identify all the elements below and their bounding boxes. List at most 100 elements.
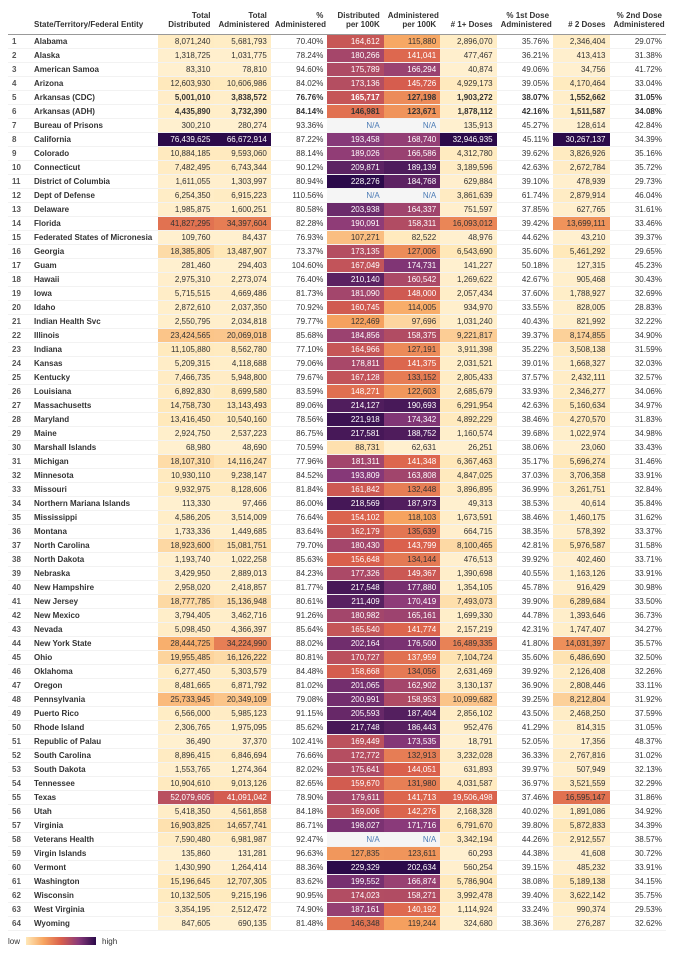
cell-dp: 221,918 [327, 412, 383, 426]
cell-dp: 173,136 [327, 76, 383, 90]
cell-dp: 127,835 [327, 846, 383, 860]
cell-d2: 8,174,855 [553, 328, 609, 342]
cell-idx: 50 [8, 720, 30, 734]
cell-ap: 127,191 [384, 342, 440, 356]
cell-idx: 46 [8, 664, 30, 678]
cell-idx: 60 [8, 860, 30, 874]
cell-td: 36,490 [158, 734, 214, 748]
cell-d2: 127,315 [553, 258, 609, 272]
cell-p2: 32.29% [610, 776, 667, 790]
cell-pa: 86.00% [271, 496, 327, 510]
cell-ap: 115,880 [384, 34, 440, 48]
cell-pa: 77.10% [271, 342, 327, 356]
cell-d1: 1,160,574 [440, 426, 496, 440]
cell-p2: 31.38% [610, 48, 667, 62]
cell-pa: 88.14% [271, 146, 327, 160]
cell-pa: 73.37% [271, 244, 327, 258]
cell-p1: 38.46% [497, 510, 553, 524]
cell-p1: 42.67% [497, 272, 553, 286]
cell-d1: 1,114,924 [440, 902, 496, 916]
cell-d2: 8,212,804 [553, 692, 609, 706]
table-row: 49Puerto Rico6,566,0005,985,12391.15%205… [8, 706, 666, 720]
cell-dp: 193,458 [327, 132, 383, 146]
cell-ta: 5,985,123 [214, 706, 270, 720]
cell-name: Kansas [30, 356, 158, 370]
cell-dp: 164,966 [327, 342, 383, 356]
cell-ap: 119,244 [384, 916, 440, 930]
cell-d1: 135,913 [440, 118, 496, 132]
cell-ta: 97,466 [214, 496, 270, 510]
cell-p2: 32.13% [610, 762, 667, 776]
cell-ap: 131,980 [384, 776, 440, 790]
cell-d2: 1,552,662 [553, 90, 609, 104]
cell-ta: 9,238,147 [214, 468, 270, 482]
cell-idx: 12 [8, 188, 30, 202]
cell-d1: 664,715 [440, 524, 496, 538]
cell-dp: 187,161 [327, 902, 383, 916]
cell-d1: 2,031,521 [440, 356, 496, 370]
cell-idx: 62 [8, 888, 30, 902]
cell-p1: 42.63% [497, 160, 553, 174]
cell-p1: 36.97% [497, 776, 553, 790]
cell-p2: 31.62% [610, 510, 667, 524]
table-row: 27Massachusetts14,758,73013,143,49389.06… [8, 398, 666, 412]
cell-p2: 41.72% [610, 62, 667, 76]
table-row: 44New York State28,444,72534,224,99088.0… [8, 636, 666, 650]
cell-idx: 35 [8, 510, 30, 524]
cell-dp: 158,668 [327, 664, 383, 678]
cell-ta: 1,600,251 [214, 202, 270, 216]
table-row: 25Kentucky7,466,7355,948,80079.67%167,12… [8, 370, 666, 384]
cell-name: Rhode Island [30, 720, 158, 734]
cell-name: South Dakota [30, 762, 158, 776]
cell-d1: 2,157,219 [440, 622, 496, 636]
cell-td: 10,884,185 [158, 146, 214, 160]
cell-d2: 5,189,138 [553, 874, 609, 888]
cell-dp: 161,842 [327, 482, 383, 496]
cell-ap: 149,367 [384, 566, 440, 580]
cell-d2: 578,392 [553, 524, 609, 538]
cell-name: West Virginia [30, 902, 158, 916]
cell-pa: 76.64% [271, 510, 327, 524]
cell-ap: 174,342 [384, 412, 440, 426]
cell-p1: 44.26% [497, 832, 553, 846]
cell-td: 16,903,825 [158, 818, 214, 832]
cell-p2: 31.86% [610, 790, 667, 804]
cell-td: 5,715,515 [158, 286, 214, 300]
cell-dp: 217,748 [327, 720, 383, 734]
cell-ta: 34,397,604 [214, 216, 270, 230]
cell-ap: 134,056 [384, 664, 440, 678]
cell-p2: 33.11% [610, 678, 667, 692]
header-pct-administered: % Administered [271, 8, 327, 34]
cell-pa: 91.15% [271, 706, 327, 720]
table-row: 12Dept of Defense6,254,3506,915,223110.5… [8, 188, 666, 202]
cell-pa: 88.36% [271, 860, 327, 874]
cell-idx: 58 [8, 832, 30, 846]
cell-ap: N/A [384, 832, 440, 846]
cell-d1: 49,313 [440, 496, 496, 510]
table-row: 51Republic of Palau36,49037,370102.41%16… [8, 734, 666, 748]
table-row: 38North Dakota1,193,7401,022,25885.63%15… [8, 552, 666, 566]
cell-d2: 3,508,138 [553, 342, 609, 356]
cell-p2: 29.65% [610, 244, 667, 258]
cell-d2: 821,992 [553, 314, 609, 328]
cell-ap: 140,192 [384, 902, 440, 916]
cell-name: Pennsylvania [30, 692, 158, 706]
cell-dp: 228,276 [327, 174, 383, 188]
cell-d2: 276,287 [553, 916, 609, 930]
cell-d2: 5,461,292 [553, 244, 609, 258]
table-row: 24Kansas5,209,3154,118,68879.06%178,8111… [8, 356, 666, 370]
cell-d2: 2,346,404 [553, 34, 609, 48]
cell-p1: 38.36% [497, 916, 553, 930]
cell-d1: 1,673,591 [440, 510, 496, 524]
cell-p1: 35.22% [497, 342, 553, 356]
cell-name: Virgin Islands [30, 846, 158, 860]
cell-ap: 97,696 [384, 314, 440, 328]
cell-p2: 31.58% [610, 538, 667, 552]
cell-p1: 33.93% [497, 384, 553, 398]
cell-pa: 92.47% [271, 832, 327, 846]
cell-d1: 3,896,895 [440, 482, 496, 496]
cell-p1: 38.35% [497, 524, 553, 538]
cell-p2: 32.26% [610, 664, 667, 678]
cell-p2: 32.03% [610, 356, 667, 370]
cell-idx: 26 [8, 384, 30, 398]
